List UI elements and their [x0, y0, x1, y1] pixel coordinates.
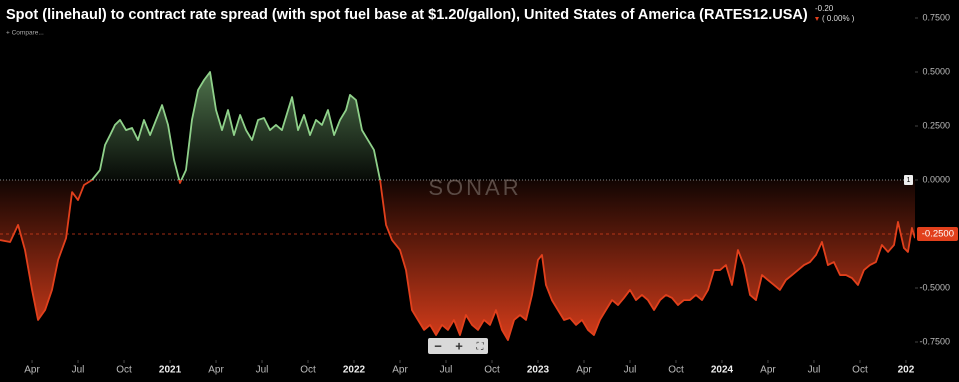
x-tick-label: Jul: [624, 365, 637, 376]
zoom-panel: [428, 338, 488, 354]
down-arrow: [815, 17, 819, 21]
x-tick-label: Jul: [72, 365, 85, 376]
y-tick-label: -0.5000: [919, 282, 950, 292]
y-tick-label: 0.7500: [922, 12, 950, 22]
x-tick-label: Apr: [24, 365, 40, 376]
x-tick-label: 2024: [711, 365, 734, 376]
last-value: -0.20: [815, 4, 834, 13]
x-tick-label: Apr: [392, 365, 408, 376]
watermark: SONAR: [428, 175, 521, 200]
y-tick-label: 0.0000: [922, 174, 950, 184]
x-tick-label: Oct: [300, 365, 316, 376]
data-line: [0, 71, 915, 341]
chart-title: Spot (linehaul) to contract rate spread …: [6, 7, 808, 23]
x-tick-label: 2021: [159, 365, 182, 376]
zoom-out[interactable]: −: [434, 338, 442, 353]
reference-badge: [917, 227, 958, 242]
compare-button[interactable]: + Compare...: [6, 30, 44, 37]
y-tick-label: -0.7500: [919, 336, 950, 346]
x-tick-label: Oct: [116, 365, 132, 376]
zoom-in[interactable]: +: [455, 338, 463, 353]
x-tick-label: Apr: [576, 365, 592, 376]
x-tick-label: Apr: [208, 365, 224, 376]
x-tick-label: 202: [898, 365, 915, 376]
x-tick-label: Jul: [440, 365, 453, 376]
plot-area: [0, 71, 915, 341]
y-tick-label: 0.2500: [922, 120, 950, 130]
x-tick-label: Oct: [484, 365, 500, 376]
change: ( 0.00% ): [822, 14, 855, 23]
x-tick-label: Jul: [256, 365, 269, 376]
marker-badge: [904, 175, 913, 185]
x-tick-label: 2022: [343, 365, 366, 376]
y-tick-label: 0.5000: [922, 66, 950, 76]
marker-label: 1: [907, 177, 911, 184]
x-tick-label: Oct: [852, 365, 868, 376]
x-tick-label: Jul: [808, 365, 821, 376]
reference-label: -0.2500: [922, 229, 954, 240]
zoom-controls: − + ⛶: [428, 338, 488, 354]
reset-zoom[interactable]: ⛶: [476, 342, 485, 353]
x-tick-label: Apr: [760, 365, 776, 376]
x-tick-label: Oct: [668, 365, 684, 376]
area-fill: [0, 72, 915, 341]
x-tick-label: 2023: [527, 365, 550, 376]
